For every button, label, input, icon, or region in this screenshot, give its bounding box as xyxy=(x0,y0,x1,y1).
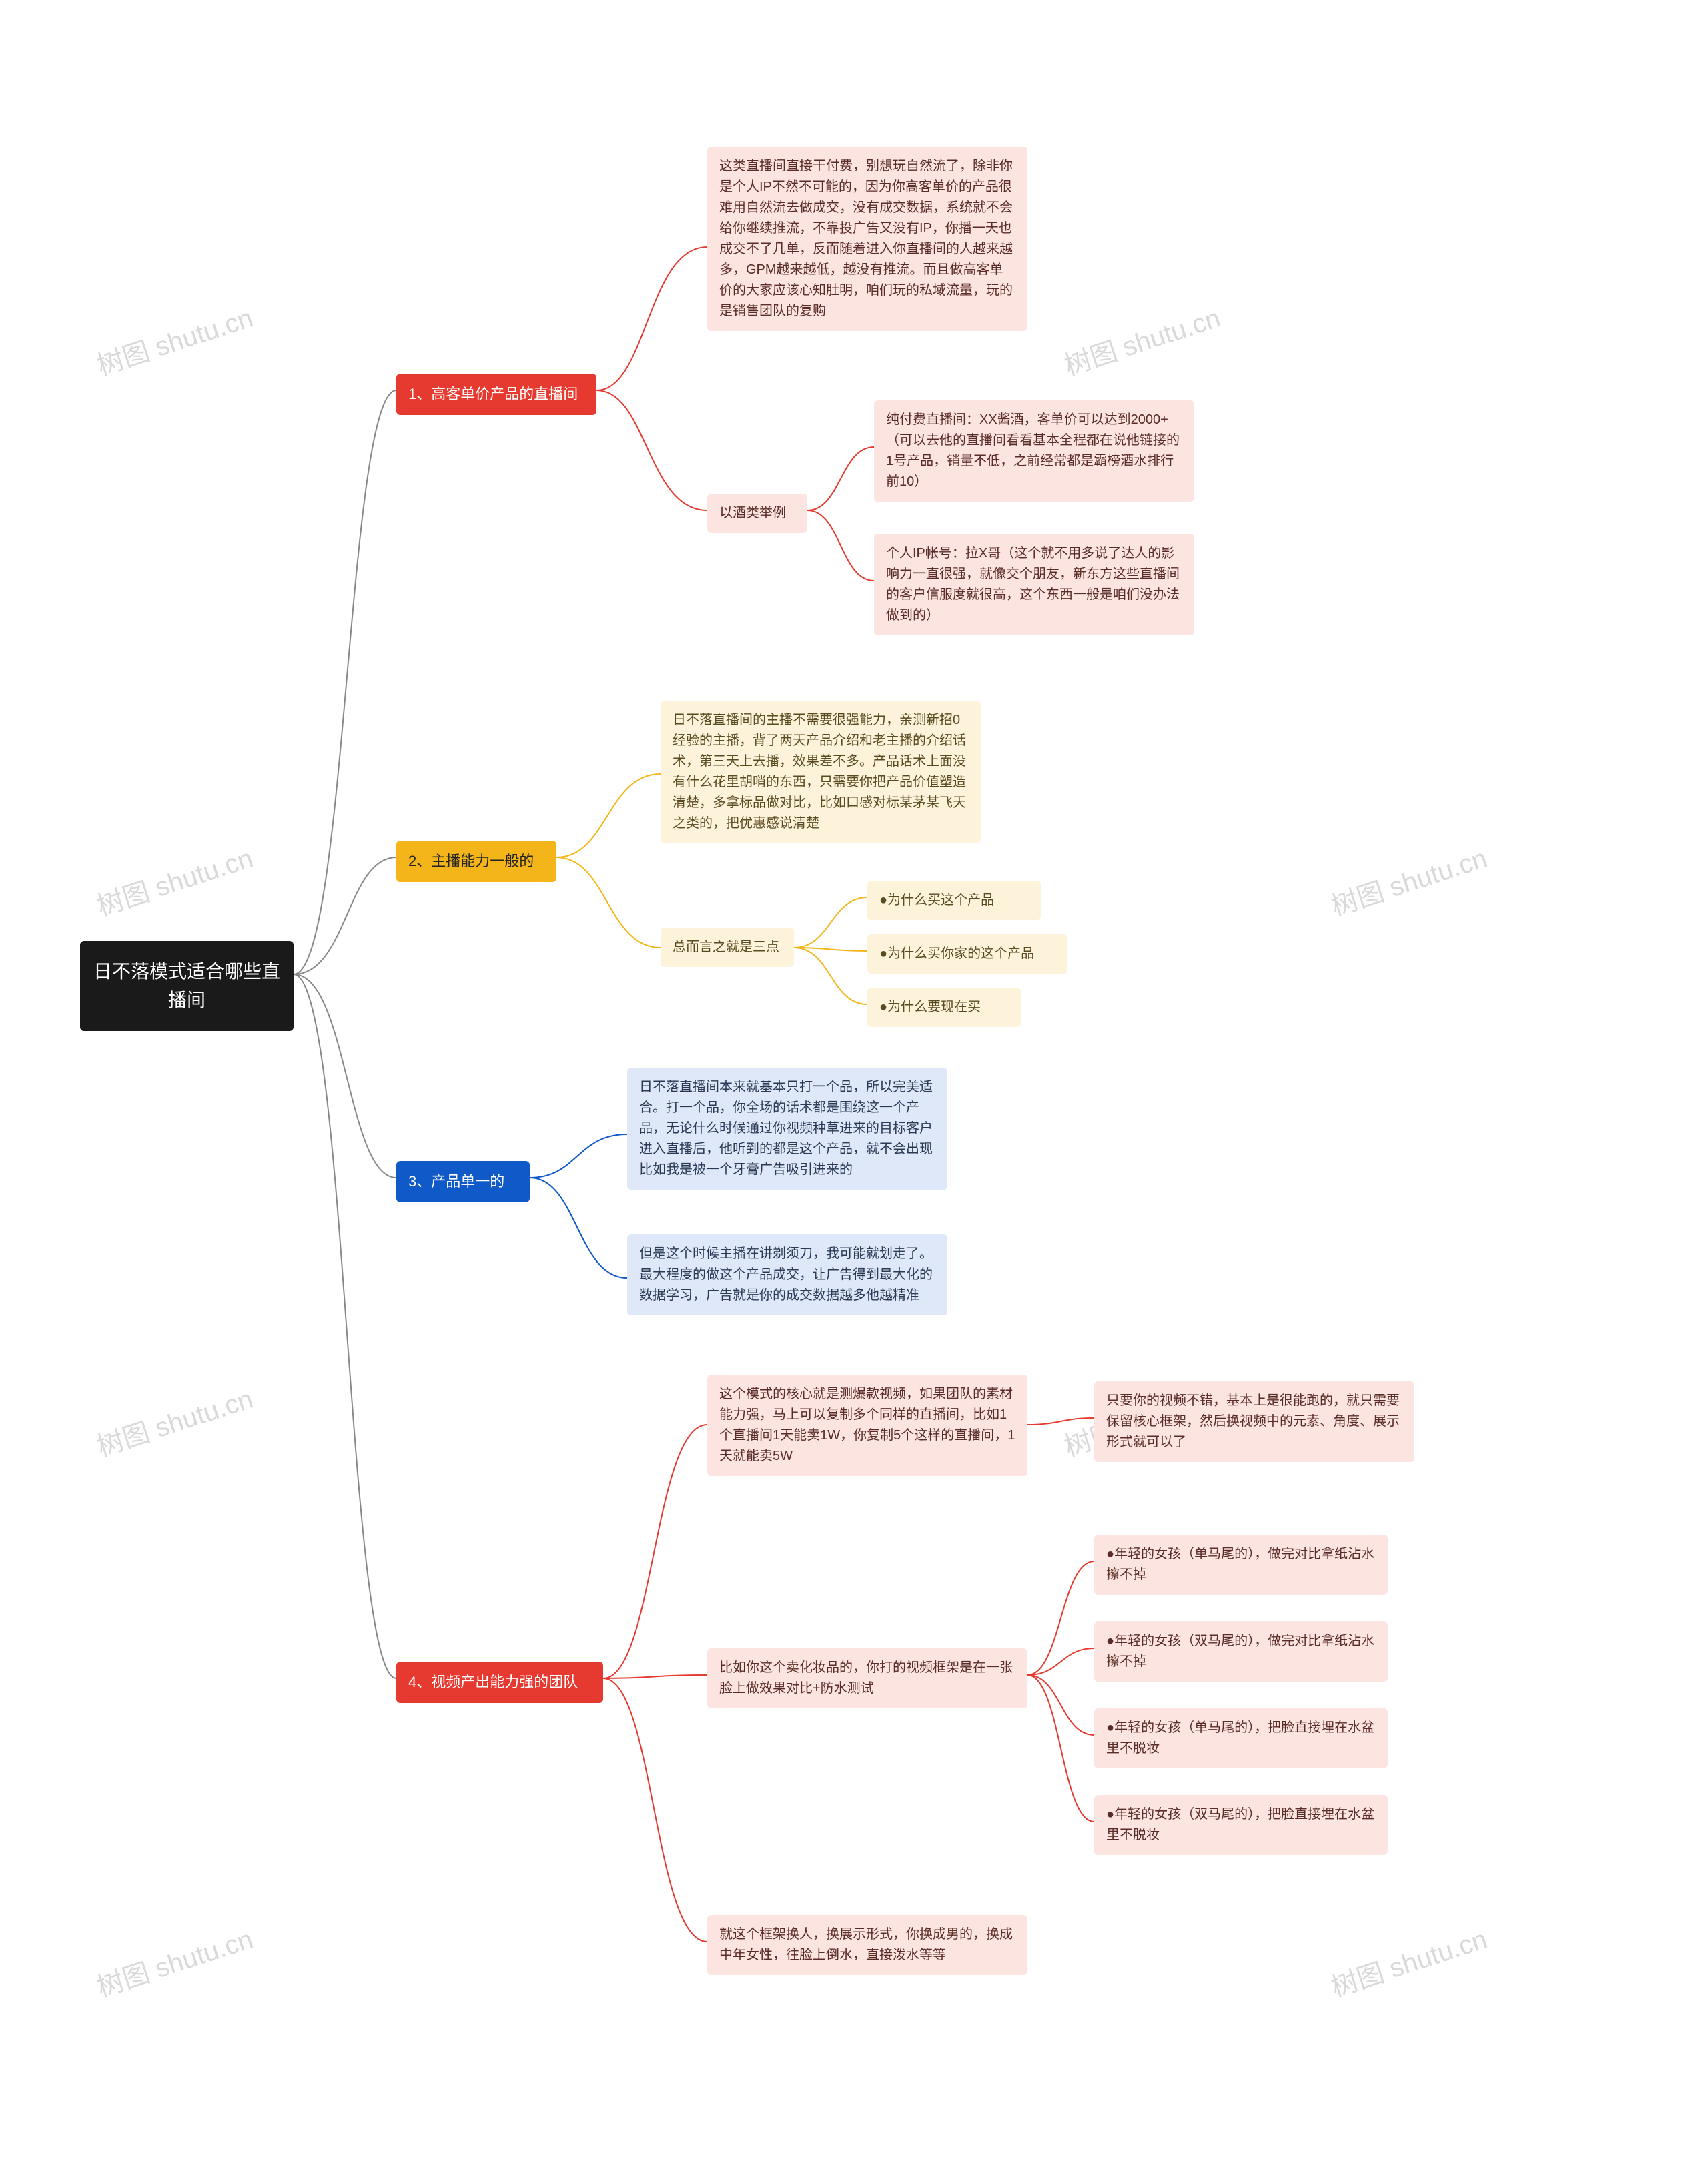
watermark: 树图 shutu.cn xyxy=(91,837,257,924)
b4-leaf-2[interactable]: 比如你这个卖化妆品的，你打的视频框架是在一张脸上做效果对比+防水测试 xyxy=(707,1648,1027,1708)
b4-leaf-2b[interactable]: ●年轻的女孩（双马尾的），做完对比拿纸沾水擦不掉 xyxy=(1094,1621,1388,1682)
branch-1[interactable]: 1、高客单价产品的直播间 xyxy=(396,374,596,415)
watermark: 树图 shutu.cn xyxy=(1326,1918,1491,2005)
b4-leaf-2d[interactable]: ●年轻的女孩（双马尾的），把脸直接埋在水盆里不脱妆 xyxy=(1094,1795,1388,1855)
b3-leaf-2[interactable]: 但是这个时候主播在讲剃须刀，我可能就划走了。最大程度的做这个产品成交，让广告得到… xyxy=(627,1234,947,1315)
b1-leaf-2b[interactable]: 个人IP帐号：拉X哥（这个就不用多说了达人的影响力一直很强，就像交个朋友，新东方… xyxy=(874,534,1194,635)
b1-leaf-2a[interactable]: 纯付费直播间：XX酱酒，客单价可以达到2000+（可以去他的直播间看看基本全程都… xyxy=(874,400,1194,502)
b4-leaf-2c[interactable]: ●年轻的女孩（单马尾的），把脸直接埋在水盆里不脱妆 xyxy=(1094,1708,1388,1768)
b4-leaf-1[interactable]: 这个模式的核心就是测爆款视频，如果团队的素材能力强，马上可以复制多个同样的直播间… xyxy=(707,1375,1027,1476)
watermark: 树图 shutu.cn xyxy=(91,1918,257,2005)
branch-3[interactable]: 3、产品单一的 xyxy=(396,1161,530,1202)
b4-leaf-3[interactable]: 就这个框架换人，换展示形式，你换成男的，换成中年女性，往脸上倒水，直接泼水等等 xyxy=(707,1915,1027,1975)
branch-2[interactable]: 2、主播能力一般的 xyxy=(396,841,556,882)
watermark: 树图 shutu.cn xyxy=(1326,837,1491,924)
b2-leaf-2c[interactable]: ●为什么要现在买 xyxy=(867,988,1021,1027)
b1-leaf-2[interactable]: 以酒类举例 xyxy=(707,494,807,533)
b2-leaf-2a[interactable]: ●为什么买这个产品 xyxy=(867,881,1041,920)
b2-leaf-2b[interactable]: ●为什么买你家的这个产品 xyxy=(867,934,1068,974)
b1-leaf-1[interactable]: 这类直播间直接干付费，别想玩自然流了，除非你是个人IP不然不可能的，因为你高客单… xyxy=(707,147,1027,331)
b4-leaf-2a[interactable]: ●年轻的女孩（单马尾的），做完对比拿纸沾水擦不掉 xyxy=(1094,1535,1388,1595)
b4-leaf-1a[interactable]: 只要你的视频不错，基本上是很能跑的，就只需要保留核心框架，然后换视频中的元素、角… xyxy=(1094,1381,1414,1462)
root-node[interactable]: 日不落模式适合哪些直播间 xyxy=(80,941,294,1031)
b3-leaf-1[interactable]: 日不落直播间本来就基本只打一个品，所以完美适合。打一个品，你全场的话术都是围绕这… xyxy=(627,1068,947,1190)
watermark: 树图 shutu.cn xyxy=(1059,296,1224,383)
mindmap-canvas: 树图 shutu.cn 树图 shutu.cn 树图 shutu.cn 树图 s… xyxy=(0,0,1708,2164)
b2-leaf-1[interactable]: 日不落直播间的主播不需要很强能力，亲测新招0经验的主播，背了两天产品介绍和老主播… xyxy=(661,701,981,843)
watermark: 树图 shutu.cn xyxy=(91,296,257,383)
watermark: 树图 shutu.cn xyxy=(91,1377,257,1464)
branch-4[interactable]: 4、视频产出能力强的团队 xyxy=(396,1662,603,1703)
b2-leaf-2[interactable]: 总而言之就是三点 xyxy=(661,928,794,967)
